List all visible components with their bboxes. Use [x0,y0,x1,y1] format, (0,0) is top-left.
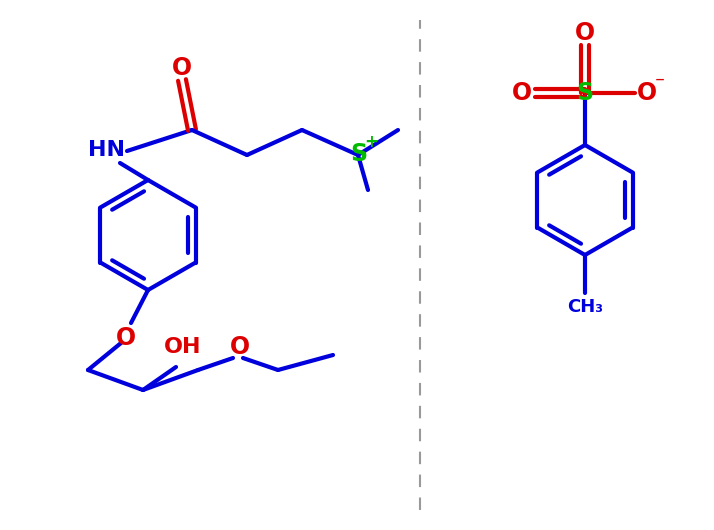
Text: HN: HN [89,140,126,160]
Text: ⁻: ⁻ [655,74,665,93]
Text: O: O [116,326,136,350]
Text: O: O [637,81,657,105]
Text: O: O [172,56,192,80]
Text: O: O [575,21,595,45]
Text: S: S [351,142,368,166]
Text: +: + [364,133,378,151]
Text: O: O [230,335,250,359]
Text: O: O [512,81,532,105]
Text: S: S [576,81,593,105]
Text: OH: OH [164,337,202,357]
Text: CH₃: CH₃ [567,298,603,316]
